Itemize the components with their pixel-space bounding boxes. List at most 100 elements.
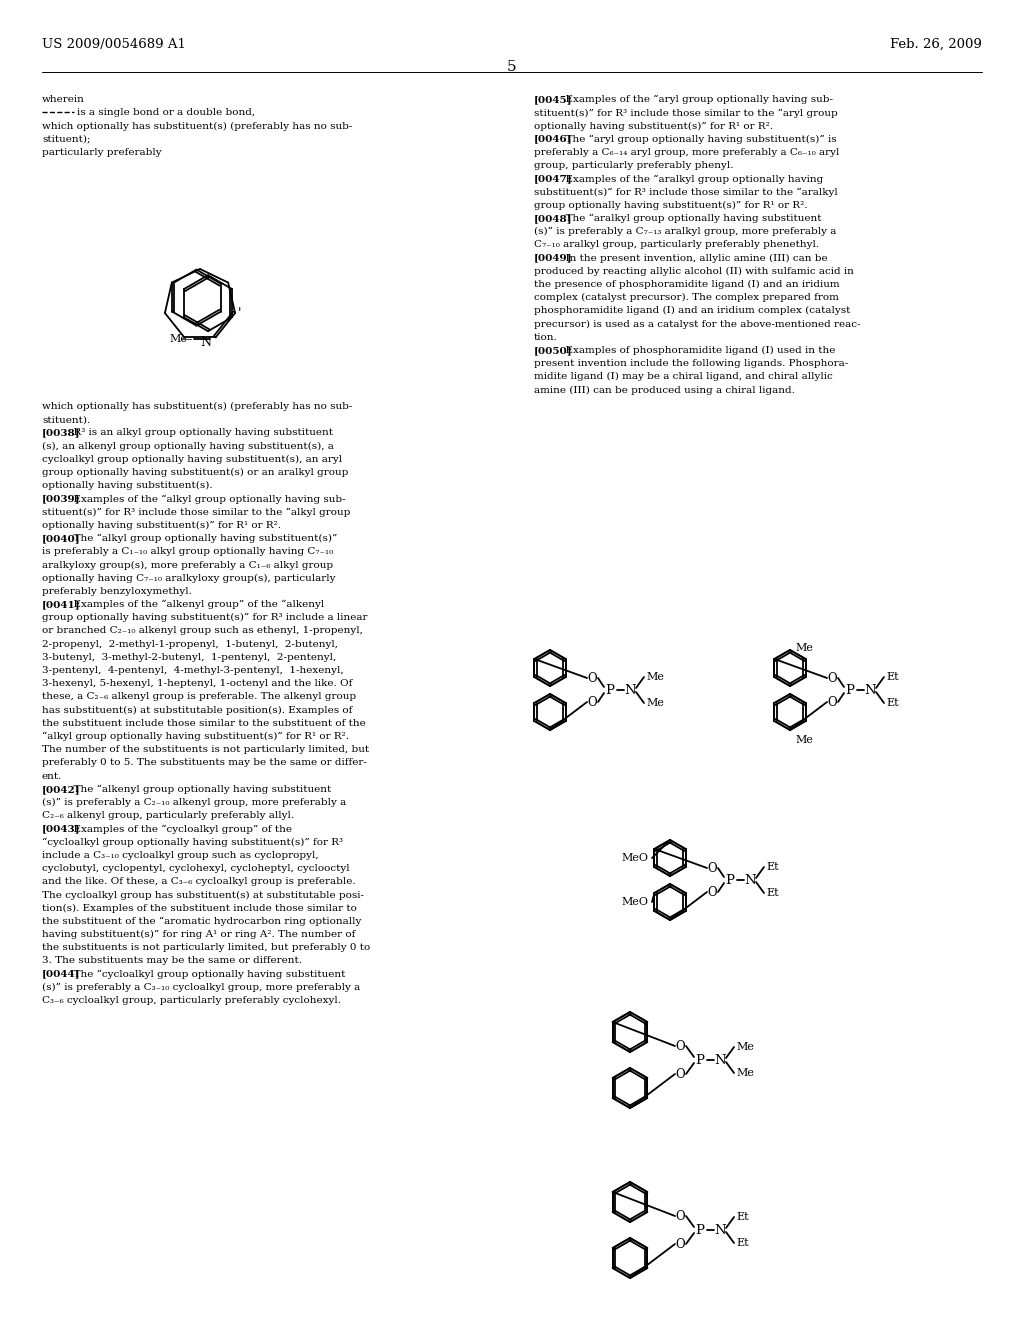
Text: N: N: [200, 335, 211, 348]
Text: “alkyl group optionally having substituent(s)” for R¹ or R².: “alkyl group optionally having substitue…: [42, 733, 349, 742]
Text: O: O: [708, 886, 717, 899]
Text: O: O: [675, 1209, 685, 1222]
Text: O: O: [708, 862, 717, 874]
Text: Examples of the “aralkyl group optionally having: Examples of the “aralkyl group optionall…: [559, 174, 823, 183]
Text: N: N: [744, 874, 756, 887]
Text: N: N: [714, 1053, 726, 1067]
Text: Examples of the “aryl group optionally having sub-: Examples of the “aryl group optionally h…: [559, 95, 833, 104]
Text: [0041]: [0041]: [42, 601, 81, 609]
Text: Me: Me: [795, 735, 813, 744]
Text: N: N: [625, 684, 636, 697]
Text: having substituent(s)” for ring A¹ or ring A². The number of: having substituent(s)” for ring A¹ or ri…: [42, 931, 355, 939]
Text: Et: Et: [886, 698, 899, 708]
Text: The “cycloalkyl group optionally having substituent: The “cycloalkyl group optionally having …: [67, 970, 345, 979]
Text: stituent).: stituent).: [42, 416, 90, 424]
Text: [0047]: [0047]: [534, 174, 572, 183]
Text: [0039]: [0039]: [42, 495, 81, 503]
Text: produced by reacting allylic alcohol (II) with sulfamic acid in: produced by reacting allylic alcohol (II…: [534, 267, 854, 276]
Text: C₃₋₆ cycloalkyl group, particularly preferably cyclohexyl.: C₃₋₆ cycloalkyl group, particularly pref…: [42, 997, 341, 1005]
Text: P: P: [605, 684, 614, 697]
Text: (s)” is preferably a C₇₋₁₃ aralkyl group, more preferably a: (s)” is preferably a C₇₋₁₃ aralkyl group…: [534, 227, 837, 236]
Text: preferably benzyloxymethyl.: preferably benzyloxymethyl.: [42, 587, 191, 595]
Text: The cycloalkyl group has substituent(s) at substitutable posi-: The cycloalkyl group has substituent(s) …: [42, 891, 364, 899]
Text: and the like. Of these, a C₃₋₆ cycloalkyl group is preferable.: and the like. Of these, a C₃₋₆ cycloalky…: [42, 878, 355, 886]
Text: O: O: [827, 696, 837, 709]
Text: P: P: [695, 1053, 705, 1067]
Text: Me: Me: [646, 672, 664, 682]
Text: [0040]: [0040]: [42, 535, 81, 543]
Text: group optionally having substituent(s)” for R¹ or R².: group optionally having substituent(s)” …: [534, 201, 808, 210]
Text: (s)” is preferably a C₃₋₁₀ cycloalkyl group, more preferably a: (s)” is preferably a C₃₋₁₀ cycloalkyl gr…: [42, 983, 360, 991]
Text: particularly preferably: particularly preferably: [42, 148, 162, 157]
Text: Me: Me: [736, 1068, 754, 1078]
Text: tion.: tion.: [534, 333, 558, 342]
Text: aralkyloxy group(s), more preferably a C₁₋₆ alkyl group: aralkyloxy group(s), more preferably a C…: [42, 561, 333, 569]
Text: O: O: [587, 672, 597, 685]
Text: group optionally having substituent(s)” for R³ include a linear: group optionally having substituent(s)” …: [42, 614, 368, 622]
Text: [0050]: [0050]: [534, 346, 572, 355]
Text: group, particularly preferably phenyl.: group, particularly preferably phenyl.: [534, 161, 733, 170]
Text: The number of the substituents is not particularly limited, but: The number of the substituents is not pa…: [42, 746, 369, 754]
Text: Examples of the “alkyl group optionally having sub-: Examples of the “alkyl group optionally …: [67, 495, 345, 504]
Text: Et: Et: [886, 672, 899, 682]
Text: C₇₋₁₀ aralkyl group, particularly preferably phenethyl.: C₇₋₁₀ aralkyl group, particularly prefer…: [534, 240, 819, 249]
Text: N: N: [864, 684, 876, 697]
Text: 2-propenyl,  2-methyl-1-propenyl,  1-butenyl,  2-butenyl,: 2-propenyl, 2-methyl-1-propenyl, 1-buten…: [42, 640, 338, 648]
Text: include a C₃₋₁₀ cycloalkyl group such as cyclopropyl,: include a C₃₋₁₀ cycloalkyl group such as…: [42, 851, 318, 859]
Text: 3-pentenyl,  4-pentenyl,  4-methyl-3-pentenyl,  1-hexenyl,: 3-pentenyl, 4-pentenyl, 4-methyl-3-pente…: [42, 667, 344, 675]
Text: the presence of phosphoramidite ligand (I) and an iridium: the presence of phosphoramidite ligand (…: [534, 280, 840, 289]
Text: group optionally having substituent(s) or an aralkyl group: group optionally having substituent(s) o…: [42, 469, 348, 477]
Text: optionally having substituent(s)” for R¹ or R².: optionally having substituent(s)” for R¹…: [534, 121, 773, 131]
Text: [0038]: [0038]: [42, 429, 81, 437]
Text: Et: Et: [766, 888, 778, 898]
Text: 3-hexenyl, 5-hexenyl, 1-heptenyl, 1-octenyl and the like. Of: 3-hexenyl, 5-hexenyl, 1-heptenyl, 1-octe…: [42, 680, 352, 688]
Text: Examples of the “cycloalkyl group” of the: Examples of the “cycloalkyl group” of th…: [67, 825, 292, 834]
Text: has substituent(s) at substitutable position(s). Examples of: has substituent(s) at substitutable posi…: [42, 706, 352, 714]
Text: P: P: [846, 684, 854, 697]
Text: R³ is an alkyl group optionally having substituent: R³ is an alkyl group optionally having s…: [67, 429, 333, 437]
Text: [0046]: [0046]: [534, 135, 572, 144]
Text: The “aralkyl group optionally having substituent: The “aralkyl group optionally having sub…: [559, 214, 821, 223]
Text: stituent(s)” for R³ include those similar to the “aryl group: stituent(s)” for R³ include those simila…: [534, 108, 838, 117]
Text: which optionally has substituent(s) (preferably has no sub-: which optionally has substituent(s) (pre…: [42, 121, 352, 131]
Text: P: P: [725, 874, 734, 887]
Text: optionally having substituent(s)” for R¹ or R².: optionally having substituent(s)” for R¹…: [42, 521, 281, 529]
Text: the substituents is not particularly limited, but preferably 0 to: the substituents is not particularly lim…: [42, 944, 371, 952]
Text: 3-butenyl,  3-methyl-2-butenyl,  1-pentenyl,  2-pentenyl,: 3-butenyl, 3-methyl-2-butenyl, 1-penteny…: [42, 653, 336, 661]
Text: present invention include the following ligands. Phosphora-: present invention include the following …: [534, 359, 848, 368]
Text: Me: Me: [795, 643, 813, 653]
Text: O: O: [827, 672, 837, 685]
Text: [0045]: [0045]: [534, 95, 572, 104]
Text: Feb. 26, 2009: Feb. 26, 2009: [890, 38, 982, 51]
Text: C₂₋₆ alkenyl group, particularly preferably allyl.: C₂₋₆ alkenyl group, particularly prefera…: [42, 812, 294, 820]
Text: or branched C₂₋₁₀ alkenyl group such as ethenyl, 1-propenyl,: or branched C₂₋₁₀ alkenyl group such as …: [42, 627, 362, 635]
Text: stituent);: stituent);: [42, 135, 90, 144]
Text: optionally having substituent(s).: optionally having substituent(s).: [42, 482, 213, 490]
Text: [0048]: [0048]: [534, 214, 572, 223]
Text: Me: Me: [170, 334, 187, 345]
Text: [0043]: [0043]: [42, 825, 81, 833]
Text: is a single bond or a double bond,: is a single bond or a double bond,: [77, 108, 255, 117]
Text: In the present invention, allylic amine (III) can be: In the present invention, allylic amine …: [559, 253, 827, 263]
Text: MeO: MeO: [622, 898, 648, 907]
Text: Examples of phosphoramidite ligand (I) used in the: Examples of phosphoramidite ligand (I) u…: [559, 346, 836, 355]
Text: the substituent include those similar to the substituent of the: the substituent include those similar to…: [42, 719, 366, 727]
Text: ': ': [239, 306, 242, 319]
Text: Et: Et: [736, 1238, 749, 1247]
Text: 3. The substituents may be the same or different.: 3. The substituents may be the same or d…: [42, 957, 302, 965]
Text: The “aryl group optionally having substituent(s)” is: The “aryl group optionally having substi…: [559, 135, 837, 144]
Text: Me: Me: [646, 698, 664, 708]
Text: optionally having C₇₋₁₀ aralkyloxy group(s), particularly: optionally having C₇₋₁₀ aralkyloxy group…: [42, 574, 336, 582]
Text: “cycloalkyl group optionally having substituent(s)” for R³: “cycloalkyl group optionally having subs…: [42, 838, 343, 847]
Text: stituent(s)” for R³ include those similar to the “alkyl group: stituent(s)” for R³ include those simila…: [42, 508, 350, 517]
Text: (s), an alkenyl group optionally having substituent(s), a: (s), an alkenyl group optionally having …: [42, 442, 334, 450]
Text: Et: Et: [766, 862, 778, 873]
Text: these, a C₂₋₆ alkenyl group is preferable. The alkenyl group: these, a C₂₋₆ alkenyl group is preferabl…: [42, 693, 356, 701]
Text: precursor) is used as a catalyst for the above-mentioned reac-: precursor) is used as a catalyst for the…: [534, 319, 860, 329]
Text: O: O: [675, 1040, 685, 1052]
Text: —: —: [180, 334, 191, 345]
Text: [0049]: [0049]: [534, 253, 572, 263]
Text: P: P: [695, 1224, 705, 1237]
Text: tion(s). Examples of the substituent include those similar to: tion(s). Examples of the substituent inc…: [42, 904, 357, 912]
Text: cycloalkyl group optionally having substituent(s), an aryl: cycloalkyl group optionally having subst…: [42, 455, 342, 463]
